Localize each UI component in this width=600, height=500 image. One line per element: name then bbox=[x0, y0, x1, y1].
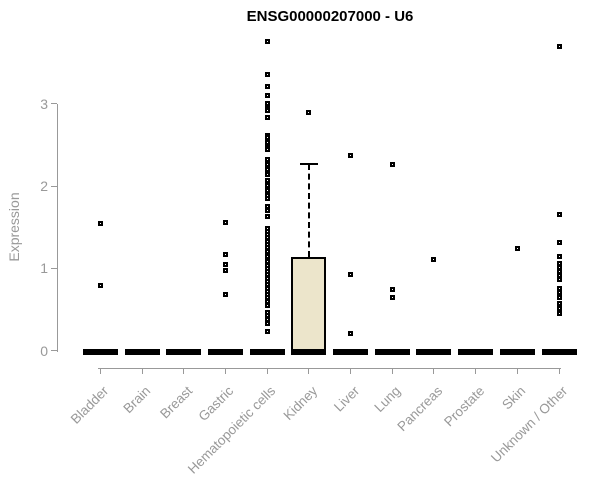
outlier-point bbox=[264, 177, 270, 183]
x-axis-tick bbox=[433, 368, 435, 374]
x-axis-tick bbox=[308, 368, 310, 374]
x-axis-tick bbox=[516, 368, 518, 374]
x-axis-tick bbox=[350, 368, 352, 374]
outlier-point bbox=[556, 306, 562, 312]
outlier-point bbox=[556, 43, 562, 49]
outlier-point bbox=[556, 277, 562, 283]
median-bar-zero bbox=[166, 348, 202, 355]
median-bar-zero bbox=[499, 348, 535, 355]
outlier-point bbox=[556, 273, 562, 279]
median-bar-zero bbox=[124, 348, 160, 355]
y-axis-line bbox=[57, 104, 58, 352]
outlier-point bbox=[556, 311, 562, 316]
median-bar-zero bbox=[458, 348, 494, 355]
outlier-point bbox=[264, 214, 270, 219]
outlier-point bbox=[264, 162, 270, 168]
outlier-point bbox=[389, 287, 395, 293]
outlier-point bbox=[264, 329, 270, 335]
outlier-point bbox=[431, 256, 437, 262]
outlier-point bbox=[306, 110, 312, 116]
outlier-point bbox=[556, 295, 562, 301]
outlier-point bbox=[222, 251, 228, 257]
outlier-point bbox=[264, 71, 270, 77]
x-axis-tick bbox=[558, 368, 560, 374]
y-axis-tick bbox=[51, 103, 57, 105]
kidney-whisker-line bbox=[307, 163, 310, 257]
outlier-point bbox=[389, 294, 395, 300]
outlier-point bbox=[556, 240, 562, 246]
outlier-point bbox=[264, 182, 270, 188]
chart-title: ENSG00000207000 - U6 bbox=[246, 8, 414, 25]
outlier-point bbox=[389, 162, 395, 168]
outlier-point bbox=[264, 115, 270, 121]
x-axis-tick bbox=[475, 368, 477, 374]
x-axis-tick bbox=[266, 368, 268, 374]
median-bar-zero bbox=[291, 348, 327, 355]
outlier-point bbox=[556, 212, 562, 218]
median-bar-zero bbox=[249, 348, 285, 355]
outlier-point bbox=[264, 100, 270, 106]
kidney-box bbox=[291, 256, 327, 353]
y-axis-tick bbox=[51, 185, 57, 187]
outlier-point bbox=[264, 172, 270, 178]
outlier-point bbox=[264, 157, 270, 163]
outlier-point bbox=[264, 208, 270, 214]
median-bar-zero bbox=[416, 348, 452, 355]
outlier-point bbox=[264, 93, 270, 99]
y-axis-tick bbox=[51, 267, 57, 269]
outlier-point bbox=[264, 320, 270, 326]
outlier-point bbox=[556, 269, 562, 275]
outlier-point bbox=[348, 153, 354, 159]
outlier-point bbox=[264, 187, 270, 193]
outlier-point bbox=[348, 330, 354, 336]
x-axis-tick bbox=[99, 368, 101, 374]
median-bar-zero bbox=[82, 348, 118, 355]
median-bar-zero bbox=[333, 348, 369, 355]
outlier-point bbox=[264, 195, 270, 201]
outlier-point bbox=[556, 301, 562, 307]
y-axis-label: Expression bbox=[6, 192, 22, 262]
x-axis-tick bbox=[141, 368, 143, 374]
outlier-point bbox=[222, 219, 228, 225]
outlier-point bbox=[264, 147, 270, 153]
kidney-whisker-cap bbox=[299, 162, 318, 165]
outlier-point bbox=[222, 268, 228, 274]
y-tick-label: 1 bbox=[40, 260, 48, 277]
outlier-point bbox=[222, 261, 228, 267]
outlier-point bbox=[222, 292, 228, 298]
outlier-point bbox=[556, 290, 562, 296]
y-tick-label: 3 bbox=[40, 95, 48, 112]
x-axis-tick bbox=[183, 368, 185, 374]
median-bar-zero bbox=[541, 348, 577, 355]
outlier-point bbox=[97, 283, 103, 289]
median-bar-zero bbox=[207, 348, 243, 355]
outlier-point bbox=[264, 107, 270, 113]
outlier-point bbox=[264, 167, 270, 173]
outlier-point bbox=[264, 254, 270, 260]
x-axis-tick bbox=[391, 368, 393, 374]
outlier-point bbox=[348, 272, 354, 278]
outlier-point bbox=[264, 298, 270, 304]
outlier-point bbox=[514, 246, 520, 252]
outlier-point bbox=[97, 220, 103, 226]
median-bar-zero bbox=[374, 348, 410, 355]
y-tick-label: 0 bbox=[40, 342, 48, 359]
x-axis-line bbox=[98, 368, 562, 369]
y-tick-label: 2 bbox=[40, 178, 48, 195]
outlier-point bbox=[264, 302, 270, 308]
x-axis-tick bbox=[224, 368, 226, 374]
outlier-point bbox=[264, 316, 270, 322]
outlier-point bbox=[556, 254, 562, 260]
y-axis-tick bbox=[51, 350, 57, 351]
outlier-point bbox=[264, 84, 270, 90]
outlier-point bbox=[556, 285, 562, 291]
outlier-point bbox=[556, 260, 562, 266]
outlier-point bbox=[264, 204, 270, 210]
outlier-point bbox=[264, 38, 270, 44]
outlier-point bbox=[556, 264, 562, 270]
